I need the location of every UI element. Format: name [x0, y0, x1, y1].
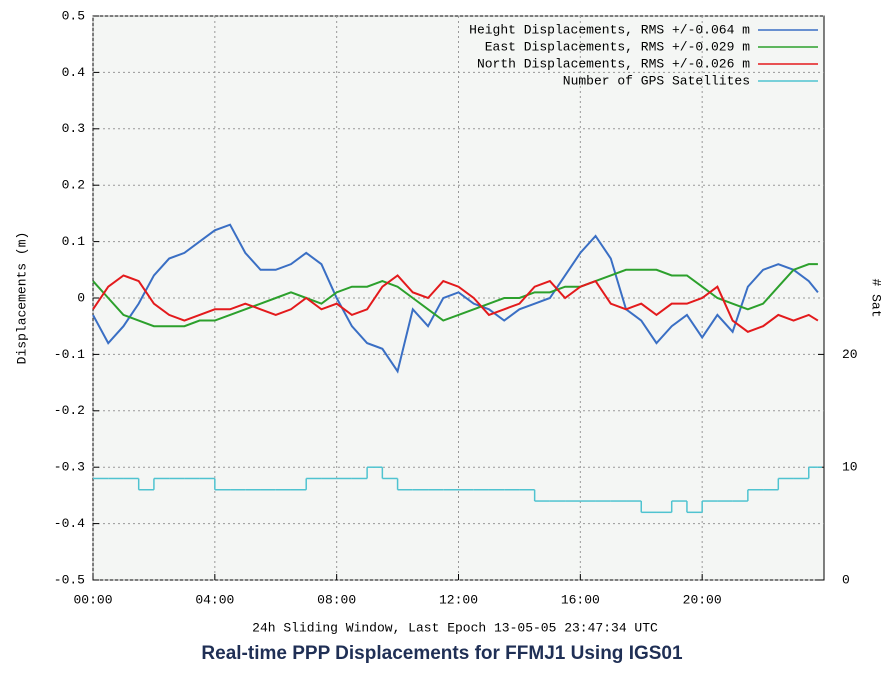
x-tick-label: 20:00: [683, 592, 722, 607]
y-tick-label: -0.4: [54, 516, 85, 531]
legend-label: Height Displacements, RMS +/-0.064 m: [469, 22, 750, 37]
legend-label: North Displacements, RMS +/-0.026 m: [477, 56, 750, 71]
y-tick-label: -0.1: [54, 347, 85, 362]
y-tick-label: 0.4: [62, 65, 86, 80]
legend-label: Number of GPS Satellites: [563, 73, 750, 88]
x-tick-label: 12:00: [439, 592, 478, 607]
y-axis-label: Displacements (m): [14, 232, 29, 365]
x-tick-label: 08:00: [317, 592, 356, 607]
y-tick-label: 0: [77, 290, 85, 305]
x-tick-label: 16:00: [561, 592, 600, 607]
y-tick-label: -0.3: [54, 460, 85, 475]
y-tick-label: 0.1: [62, 234, 86, 249]
series-line: [92, 274, 819, 333]
y2-axis-label: # Sat: [869, 278, 884, 317]
y2-tick-label: 20: [842, 347, 858, 362]
y-tick-label: 0.3: [62, 121, 85, 136]
x-tick-label: 00:00: [73, 592, 112, 607]
y-tick-label: 0.2: [62, 178, 85, 193]
x-axis-label: 24h Sliding Window, Last Epoch 13-05-05 …: [252, 620, 658, 635]
y2-tick-label: 10: [842, 460, 858, 475]
y-tick-label: 0.5: [62, 8, 85, 23]
y-tick-label: -0.2: [54, 403, 85, 418]
series-line: [92, 223, 819, 374]
legend-label: East Displacements, RMS +/-0.029 m: [485, 39, 750, 54]
chart-title: Real-time PPP Displacements for FFMJ1 Us…: [201, 643, 683, 664]
y2-tick-label: 0: [842, 572, 850, 587]
y-tick-label: -0.5: [54, 572, 85, 587]
series-line: [92, 263, 818, 328]
x-tick-label: 04:00: [195, 592, 234, 607]
